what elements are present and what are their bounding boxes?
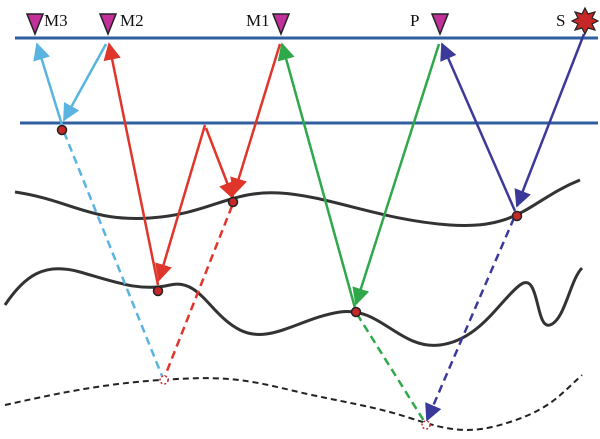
- label: S: [556, 11, 565, 30]
- interface-2: [3, 266, 584, 347]
- ray: [155, 124, 207, 282]
- label: P: [410, 11, 419, 30]
- rays: [33, 33, 586, 422]
- virtual-point: [159, 375, 169, 385]
- receivers: [25, 13, 450, 37]
- ray-dashed: [62, 131, 164, 377]
- ray: [277, 42, 357, 309]
- reflection-points: [56, 124, 523, 318]
- ray: [352, 43, 441, 306]
- source-star: [570, 6, 600, 36]
- ray-dashed: [163, 205, 234, 377]
- ray-dashed: [355, 313, 426, 422]
- ray: [514, 33, 586, 208]
- ray: [62, 43, 108, 122]
- point: [350, 306, 362, 318]
- ray-dashed: [425, 217, 516, 422]
- interface-3: [4, 374, 583, 431]
- point: [56, 124, 68, 136]
- label: M2: [120, 11, 144, 30]
- virtual-point: [421, 420, 431, 430]
- ray: [33, 42, 64, 126]
- receiver: [25, 13, 45, 37]
- receiver: [430, 13, 450, 37]
- ray: [204, 127, 236, 200]
- label: M3: [44, 11, 68, 30]
- interface-1: [14, 178, 581, 228]
- ray: [440, 42, 517, 212]
- point: [227, 196, 239, 208]
- point: [511, 210, 523, 222]
- source: [570, 6, 600, 36]
- ray: [103, 42, 160, 286]
- receiver: [98, 13, 118, 37]
- point: [152, 285, 164, 297]
- ray: [230, 43, 282, 196]
- receiver: [271, 13, 291, 37]
- label: M1: [246, 11, 270, 30]
